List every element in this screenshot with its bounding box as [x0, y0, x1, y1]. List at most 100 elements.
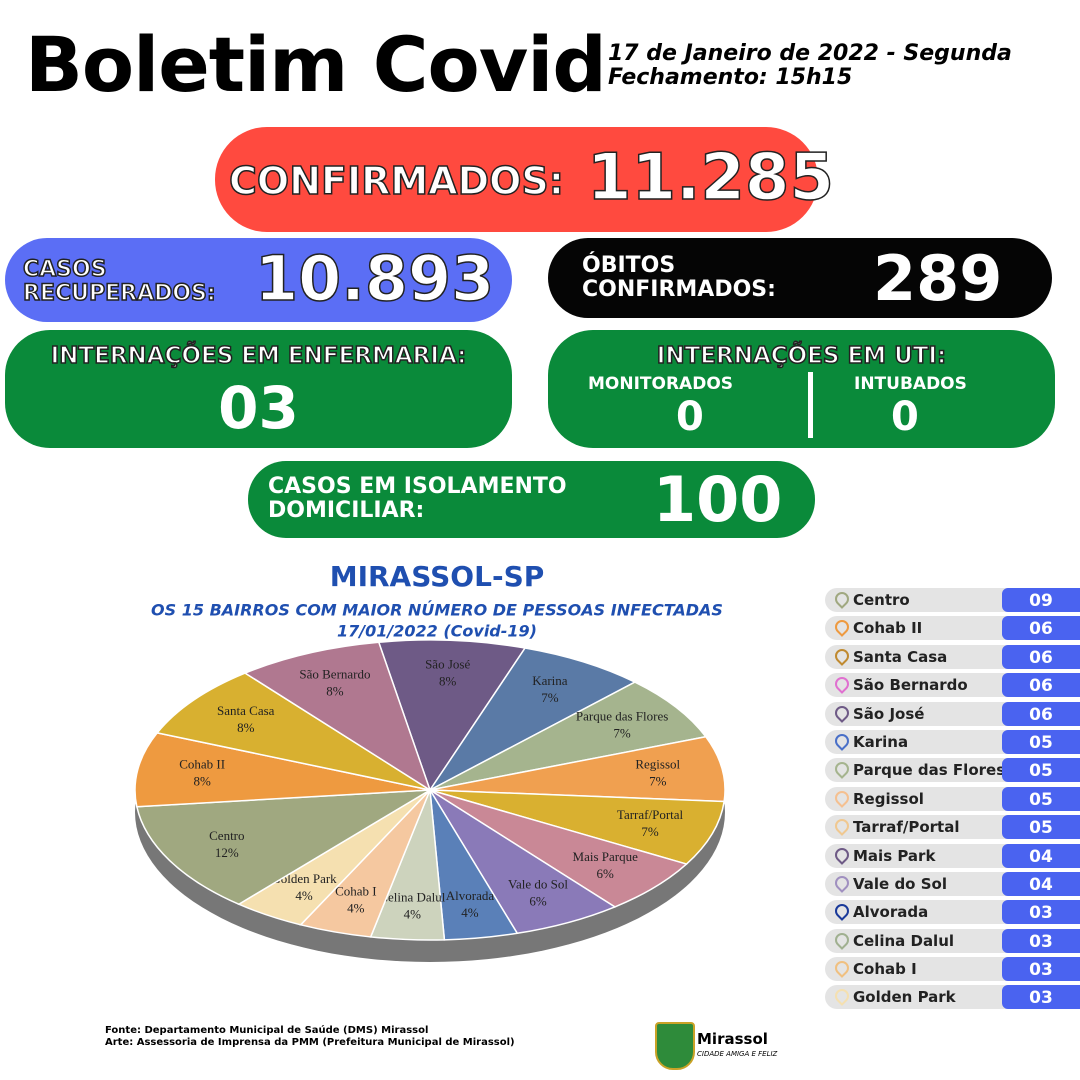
slice-value: 6% [597, 866, 615, 881]
pin [832, 759, 852, 780]
neighborhood-name: Regissol [853, 789, 924, 808]
neighborhood-count: 04 [1002, 843, 1080, 868]
slice-label: Cohab II [179, 757, 225, 772]
pin [832, 674, 852, 695]
slice-value: 8% [439, 673, 457, 688]
slice-label: Cohab I [335, 884, 377, 899]
neighborhood-count: 05 [1002, 758, 1080, 783]
pin [832, 589, 852, 609]
neighborhood-count: 03 [1002, 985, 1080, 1010]
slice-label: Parque das Flores [576, 709, 668, 724]
slice-label: Mais Parque [573, 849, 639, 864]
pin [832, 901, 852, 922]
neighborhood-name: São Bernardo [853, 676, 968, 695]
ward-value: 03 [218, 374, 299, 442]
neighborhood-name: Santa Casa [853, 647, 948, 666]
pin [832, 958, 852, 978]
slice-label: Santa Casa [217, 703, 275, 718]
pie-slice [429, 647, 637, 791]
neighborhood-name: Golden Park [853, 988, 956, 1007]
neighborhood-name: Tarraf/Portal [853, 818, 960, 837]
neighborhood-name: Parque das Flores [853, 761, 1006, 780]
legend-row: São Bernardo 06 [825, 673, 1080, 698]
neighborhood-count: 09 [1002, 588, 1080, 612]
chart-title: MIRASSOL-SP [330, 560, 545, 593]
pin [832, 787, 852, 808]
pie-slice [429, 789, 725, 865]
legend-row: Karina 05 [825, 729, 1080, 754]
recovered-label: CASOS RECUPERADOS: [22, 257, 216, 307]
art: Arte: Assessoria de Imprensa da PMM (Pre… [105, 1037, 515, 1048]
pin [832, 816, 852, 837]
footer: Fonte: Departamento Municipal de Saúde (… [105, 1025, 515, 1049]
recovered-pill: CASOS RECUPERADOS: 10.893 [5, 238, 512, 322]
neighborhood-name: Centro [853, 591, 910, 609]
slice-value: 4% [404, 907, 422, 922]
confirmed-label: CONFIRMADOS: [228, 158, 565, 204]
legend-row: Celina Dalul 03 [825, 928, 1080, 953]
slice-value: 6% [529, 893, 547, 908]
neighborhood-name: Celina Dalul [853, 931, 955, 950]
pin [832, 986, 852, 1007]
legend-row: Tarraf/Portal 05 [825, 815, 1080, 840]
date-text: 17 de Janeiro de 2022 - Segunda [608, 41, 1012, 66]
slice-label: São Bernardo [299, 666, 370, 681]
monitored-label: MONITORADOS [588, 374, 734, 394]
neighborhood-name: Cohab I [853, 960, 917, 979]
closing-text: Fechamento: 15h15 [608, 65, 853, 90]
pie-slice [429, 735, 726, 803]
slice-value: 8% [326, 683, 344, 698]
l: DOMICILIAR: [268, 498, 425, 523]
slice-value: 7% [613, 726, 631, 741]
confirmed-pill: CONFIRMADOS: 11.285 [215, 127, 835, 232]
slice-value: 4% [347, 901, 365, 916]
chart-subtitle: OS 15 BAIRROS COM MAIOR NÚMERO DE PESSOA… [151, 601, 723, 620]
neighborhood-count: 06 [1002, 616, 1080, 641]
pie-slice [134, 732, 431, 808]
legend-table: Centro 09 Cohab II 06 Santa Casa 06 São Bernar… [825, 588, 1080, 1014]
monitored-value: 0 [676, 394, 704, 440]
pin [832, 873, 852, 893]
neighborhood-count: 05 [1002, 729, 1080, 754]
slice-label: São José [425, 656, 470, 671]
slice-value: 7% [641, 824, 659, 839]
neighborhood-count: 06 [1002, 673, 1080, 698]
slice-label: Regissol [635, 756, 680, 771]
deaths-value: 289 [873, 242, 1003, 315]
isolation-pill: CASOS EM ISOLAMENTO DOMICILIAR: 100 [248, 461, 815, 538]
legend-row: São José 06 [825, 701, 1080, 726]
pin [832, 731, 852, 751]
date: 17 de Janeiro de 2022 - Segunda Fechament… [608, 42, 1012, 90]
pie-slice [429, 681, 708, 791]
intubated-label: INTUBADOS [854, 374, 967, 394]
chart-date: 17/01/2022 (Covid-19) [337, 622, 537, 641]
neighborhood-count: 03 [1002, 928, 1080, 953]
brand: Mirassol [697, 1030, 768, 1048]
legend-row: Regissol 05 [825, 786, 1080, 811]
slice-label: Celina Dalul [379, 890, 445, 905]
slice-value: 4% [461, 905, 479, 920]
pin [832, 617, 852, 638]
isolation-value: 100 [653, 463, 783, 536]
pie-slice [377, 639, 527, 792]
l: RECUPERADOS: [22, 281, 216, 307]
slice-value: 7% [649, 773, 667, 788]
recovered-value: 10.893 [254, 241, 495, 316]
l: CONFIRMADOS: [582, 277, 776, 302]
legend-row: Centro 09 [825, 588, 1080, 612]
neighborhood-count: 03 [1002, 900, 1080, 925]
slice-label: Tarraf/Portal [617, 807, 684, 822]
intubated-value: 0 [891, 394, 919, 440]
neighborhood-count: 04 [1002, 871, 1080, 896]
neighborhood-count: 06 [1002, 701, 1080, 726]
legend-row: Vale do Sol 04 [825, 871, 1080, 896]
l: ÓBITOS [582, 253, 676, 278]
slice-value: 8% [237, 720, 255, 735]
logo [655, 1022, 695, 1070]
neighborhood-name: Mais Park [853, 846, 936, 865]
pie-slice [155, 672, 431, 791]
pin [832, 645, 852, 666]
l: CASOS [22, 257, 107, 283]
neighborhood-count: 06 [1002, 644, 1080, 669]
pie-chart: MIRASSOL-SP OS 15 BAIRROS COM MAIOR NÚME… [134, 560, 726, 962]
